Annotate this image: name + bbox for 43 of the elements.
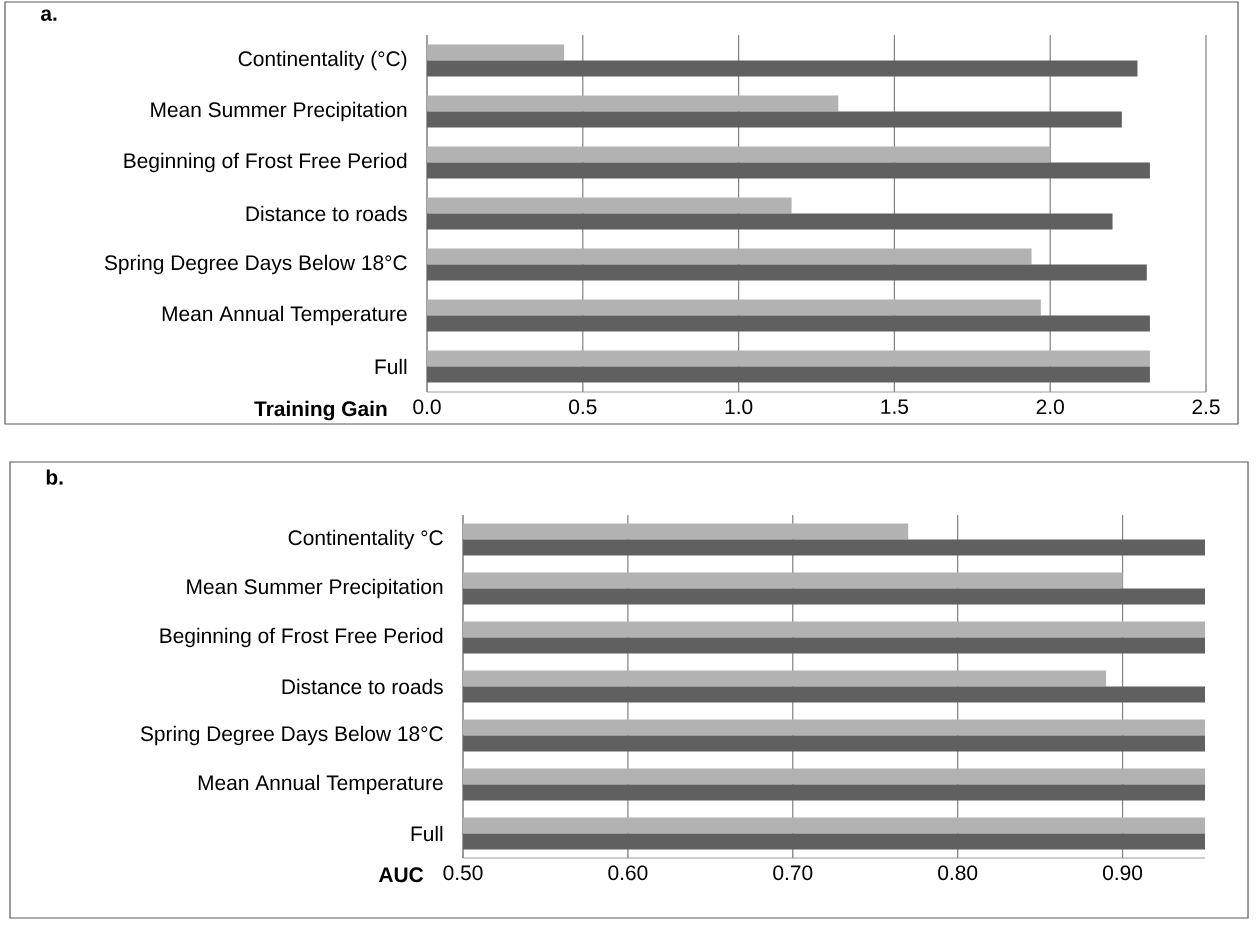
bar (427, 315, 1150, 332)
x-tick-label: 1.0 (725, 399, 753, 415)
y-tick-label: Full (375, 358, 407, 375)
x-axis-title: AUC (378, 867, 424, 883)
bar (427, 60, 1138, 77)
bar (427, 213, 1113, 230)
x-tick-label: 0.60 (608, 865, 648, 881)
bar (427, 111, 1122, 128)
bar (427, 146, 1051, 163)
text: a. (40, 9, 57, 21)
y-tick-label: Mean Annual Temperature (198, 774, 443, 795)
bar (427, 264, 1147, 281)
text: b. (46, 469, 63, 485)
y-tick-label: Distance to roads (282, 678, 443, 695)
y-tick-label: Mean Annual Temperature (162, 305, 407, 326)
x-tick-label: 0.70 (773, 865, 813, 881)
x-tick-label: 2.0 (1036, 399, 1064, 415)
x-tick-label: 0.90 (1103, 865, 1143, 881)
bar (427, 248, 1032, 265)
x-tick-label: 1.5 (881, 399, 909, 414)
bar (427, 366, 1150, 383)
y-tick-label: Mean Summer Precipitation (187, 578, 443, 599)
y-tick-label: Beginning of Frost Free Period (160, 627, 443, 648)
bar (427, 350, 1150, 367)
x-axis-title: Training Gain (254, 400, 387, 421)
x-tick-label: 2.5 (1192, 399, 1220, 415)
y-tick-label: Spring Degree Days Below 18°C (140, 725, 443, 746)
y-tick-label: Distance to roads (246, 205, 407, 222)
y-tick-label: Continentality °C (288, 529, 443, 550)
x-tick-label: 0.5 (569, 399, 597, 415)
bar (427, 95, 839, 112)
y-tick-label: Spring Degree Days Below 18°C (104, 254, 407, 275)
y-tick-label: Mean Summer Precipitation (151, 101, 407, 122)
bar (427, 197, 792, 214)
x-tick-label: 0.0 (413, 399, 441, 415)
y-tick-label: Continentality (°C) (238, 50, 407, 71)
x-tick-label: 0.80 (938, 865, 978, 881)
y-tick-label: Beginning of Frost Free Period (124, 152, 407, 173)
bar (427, 162, 1150, 179)
y-tick-label: Full (411, 825, 443, 842)
x-tick-label: 0.50 (443, 865, 483, 881)
bar (427, 44, 565, 61)
bar (427, 299, 1041, 316)
